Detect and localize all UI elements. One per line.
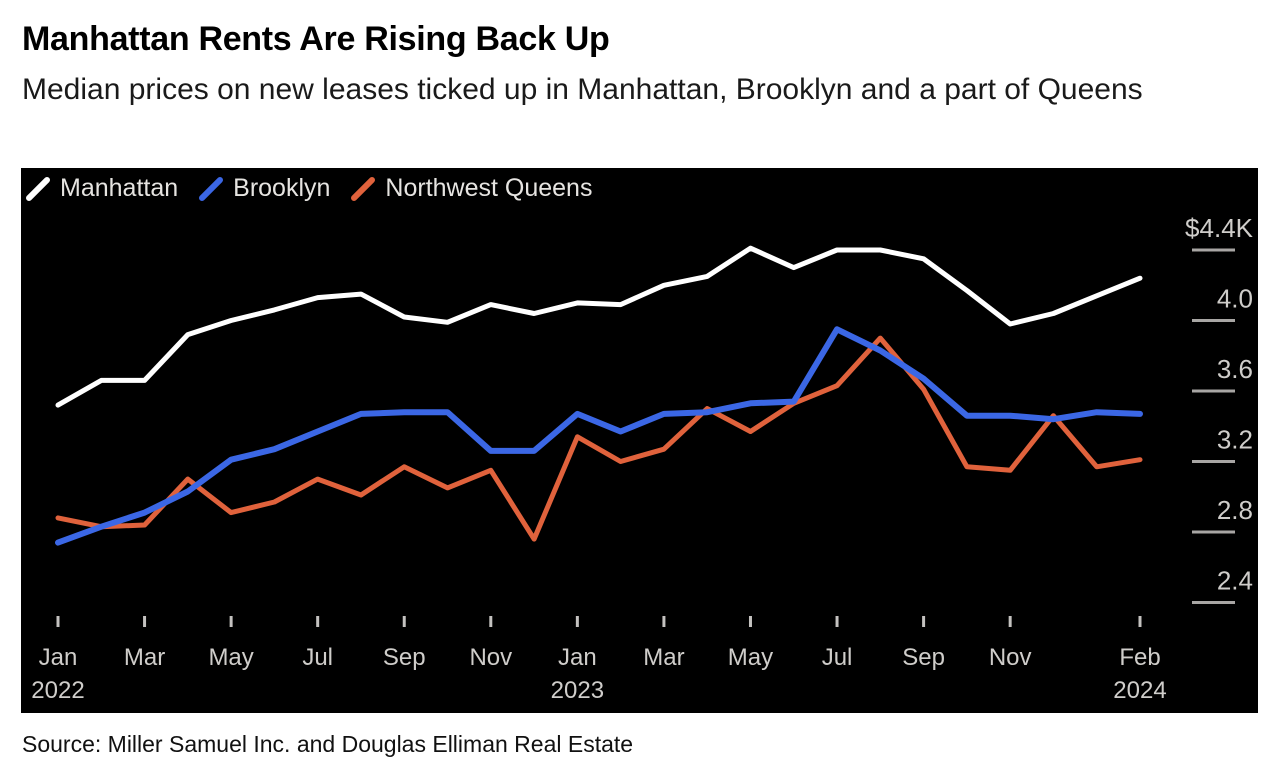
y-tick-label: 2.4: [1217, 566, 1253, 596]
x-tick-year-label: 2024: [1113, 677, 1166, 704]
chart-plot: $4.4K 4.0 3.6 3.2 2.8 2.4 Jan 2022 Mar May Jul Sep N…: [31, 213, 1254, 704]
x-tick-label: Mar: [124, 644, 165, 671]
x-tick-label: Nov: [469, 644, 512, 671]
x-tick-label: Mar: [643, 644, 684, 671]
x-tick-label: May: [728, 644, 773, 671]
series-line-manhattan: [55, 245, 1143, 408]
legend-item-manhattan: Manhattan: [26, 174, 178, 203]
x-tick-label: Jan: [558, 644, 597, 671]
x-tick-year-label: 2023: [551, 677, 604, 704]
y-tick-label: 3.2: [1217, 425, 1253, 455]
x-tick-label: Jan: [39, 644, 78, 671]
x-tick-label: Feb: [1119, 644, 1160, 671]
legend-label-manhattan: Manhattan: [60, 174, 179, 202]
legend-item-brooklyn: Brooklyn: [199, 174, 330, 203]
y-tick-label: 4.0: [1217, 284, 1253, 314]
chart-legend: Manhattan Brooklyn Northwest Queens: [26, 174, 613, 203]
y-tick-label: 2.8: [1217, 495, 1253, 525]
x-tick-label: Nov: [989, 644, 1032, 671]
legend-label-brooklyn: Brooklyn: [233, 174, 331, 202]
x-tick-year-label: 2022: [31, 677, 84, 704]
x-tick-label: Sep: [902, 644, 945, 671]
page-title: Manhattan Rents Are Rising Back Up: [22, 20, 610, 58]
brooklyn-line-swatch-icon: [199, 176, 224, 201]
source-note: Source: Miller Samuel Inc. and Douglas E…: [22, 731, 634, 757]
series-line-northwest-queens: [55, 335, 1143, 542]
rent-chart: $4.4K 4.0 3.6 3.2 2.8 2.4 Jan 2022 Mar May Jul Sep N…: [21, 168, 1258, 713]
y-tick-label: 3.6: [1217, 354, 1253, 384]
legend-item-northwest-queens: Northwest Queens: [351, 174, 592, 203]
x-tick-label: Jul: [302, 644, 333, 671]
legend-label-northwest-queens: Northwest Queens: [385, 174, 593, 202]
x-tick-label: Jul: [822, 644, 853, 671]
page-subtitle: Median prices on new leases ticked up in…: [22, 73, 1143, 106]
series-line-brooklyn: [55, 326, 1143, 546]
manhattan-line-swatch-icon: [26, 176, 50, 201]
y-tick-label: $4.4K: [1185, 213, 1254, 243]
northwest-queens-line-swatch-icon: [351, 176, 376, 201]
x-tick-label: Sep: [383, 644, 426, 671]
x-tick-label: May: [208, 644, 253, 671]
